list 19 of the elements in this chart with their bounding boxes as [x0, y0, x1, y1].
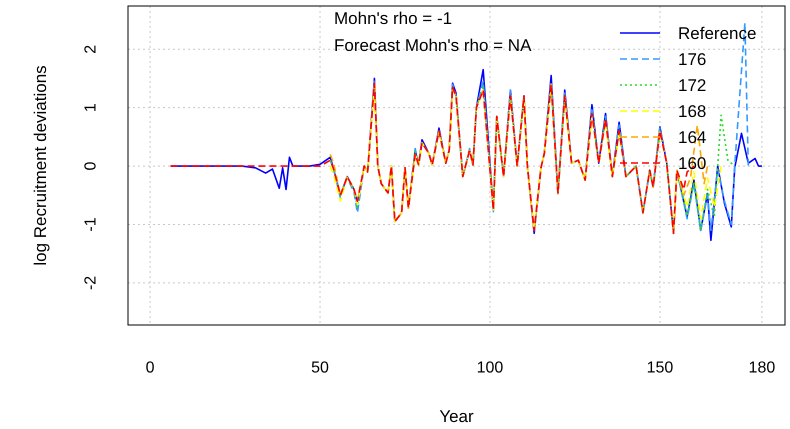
y-tick-label: -1	[82, 217, 100, 232]
x-axis-title: Year	[439, 407, 474, 426]
x-tick-label: 180	[748, 359, 776, 376]
annotation: Forecast Mohn's rho = NA	[334, 36, 532, 55]
y-tick-label: 2	[82, 44, 100, 54]
y-axis-title: log Recruitment deviations	[31, 65, 50, 266]
annotation: Mohn's rho = -1	[334, 9, 452, 28]
x-tick-label: 0	[146, 359, 155, 376]
x-tick-label: 100	[476, 359, 504, 376]
legend-label: 176	[678, 50, 706, 69]
x-tick-label: 50	[311, 359, 330, 376]
legend-label: 172	[678, 76, 706, 95]
legend-label: 164	[678, 128, 706, 147]
legend-label: Reference	[678, 24, 756, 43]
x-tick-label: 150	[646, 359, 674, 376]
y-tick-label: 1	[82, 103, 100, 112]
y-tick-label: -2	[82, 276, 100, 290]
legend-label: 168	[678, 102, 706, 121]
y-tick-label: 0	[82, 162, 100, 171]
